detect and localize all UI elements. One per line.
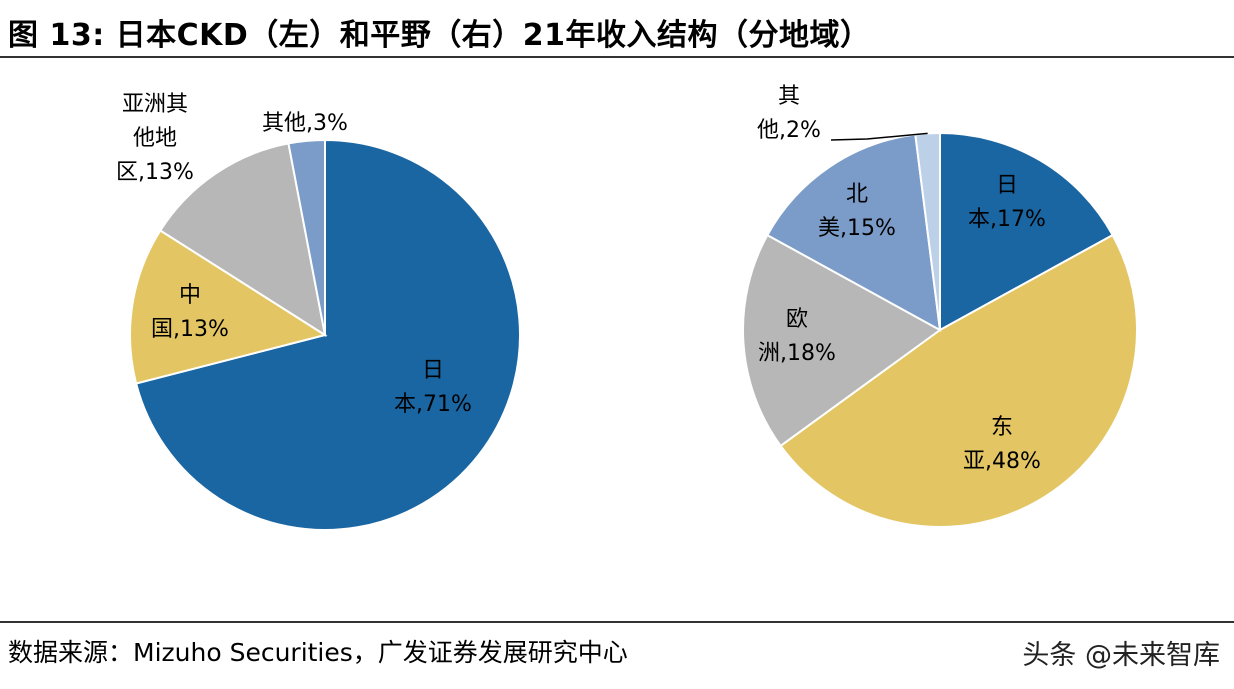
pie-slice-其他	[287, 138, 326, 336]
pie-slice-东亚	[779, 233, 1138, 528]
pie-chart-hirano: 日本,17% 东亚,48% 欧洲,18% 北美,15% 其他,2%	[742, 84, 1138, 528]
pie-slice-日本	[134, 138, 521, 531]
pie-slice-亚洲其他地区	[158, 142, 327, 338]
slice-label-日本: 日本,17%	[968, 173, 1046, 232]
source-note: 数据来源：Mizuho Securities，广发证券发展研究中心	[8, 638, 628, 667]
pie-slice-中国	[129, 229, 328, 385]
pie-slice-日本	[939, 131, 1114, 332]
slice-label-东亚: 东亚,48%	[963, 415, 1041, 474]
pie-slice-欧洲	[742, 233, 942, 448]
pie-chart-ckd: 日本,71% 中国,13% 亚洲其他地区,13% 其他,3%	[116, 92, 521, 531]
top-divider	[0, 56, 1234, 58]
pie-slice-北美	[766, 133, 942, 332]
bottom-divider	[0, 621, 1234, 623]
slice-label-亚洲其他地区: 亚洲其他地区,13%	[116, 92, 194, 185]
slice-label-日本: 日本,71%	[394, 358, 472, 417]
slice-label-北美: 北美,15%	[818, 182, 896, 241]
slice-label-欧洲: 欧洲,18%	[758, 307, 836, 366]
slice-label-其他: 其他,3%	[262, 111, 348, 136]
slice-label-其他: 其他,2%	[757, 84, 821, 143]
leader-line-其他	[830, 132, 928, 141]
figure-title: 图 13: 日本CKD（左）和平野（右）21年收入结构（分地域）	[8, 18, 871, 53]
slice-label-中国: 中国,13%	[151, 283, 229, 342]
watermark: 头条 @未来智库	[1022, 640, 1220, 671]
